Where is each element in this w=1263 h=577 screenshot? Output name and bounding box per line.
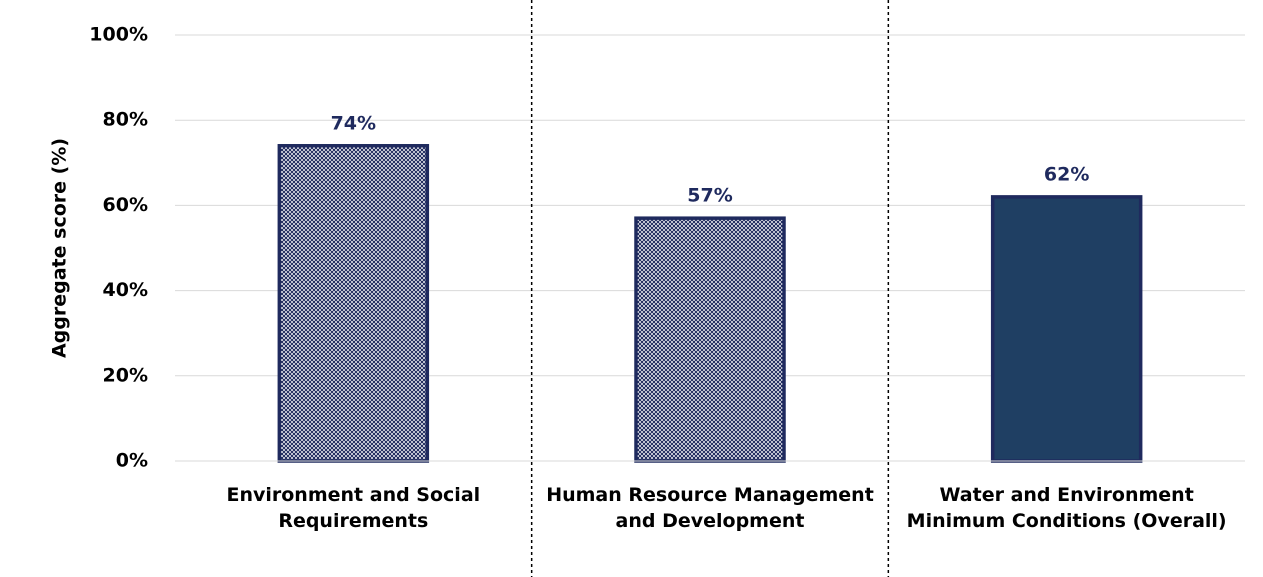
- y-tick-label: 40%: [103, 279, 148, 301]
- bar: [634, 216, 786, 463]
- x-tick-label: Environment and Social Requirements: [226, 484, 481, 532]
- y-tick-label: 100%: [89, 24, 148, 46]
- x-tick-label: Water and Environment Minimum Conditions…: [906, 484, 1227, 532]
- y-tick-label: 0%: [116, 450, 148, 472]
- y-axis-label: Aggregate score (%): [49, 138, 71, 358]
- bar: [990, 195, 1143, 463]
- value-label: 74%: [331, 112, 376, 134]
- bar: [277, 144, 430, 463]
- value-label: 62%: [1044, 163, 1089, 185]
- y-tick-label: 20%: [103, 364, 148, 386]
- value-label: 57%: [687, 185, 732, 207]
- y-tick-label: 60%: [103, 194, 148, 216]
- y-tick-label: 80%: [103, 109, 148, 131]
- x-tick-label: Human Resource Management and Developmen…: [546, 484, 874, 532]
